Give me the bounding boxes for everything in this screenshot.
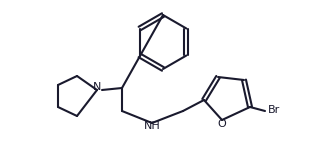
Text: O: O xyxy=(217,119,226,129)
Text: Br: Br xyxy=(268,105,280,115)
Text: NH: NH xyxy=(144,121,160,131)
Text: N: N xyxy=(93,82,101,92)
